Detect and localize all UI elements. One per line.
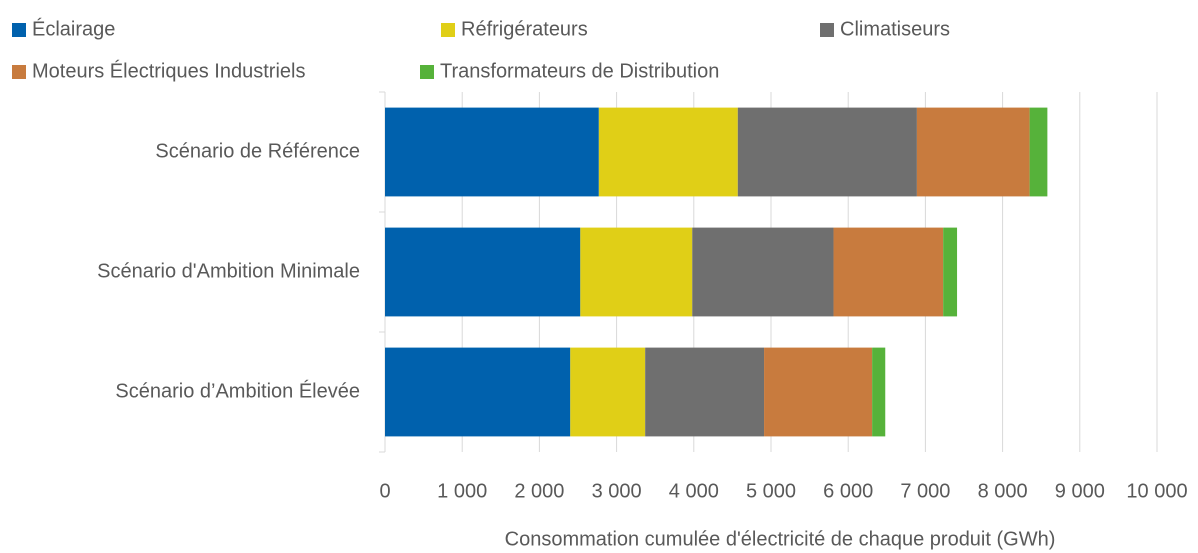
x-tick-label: 9 000 (1055, 480, 1105, 502)
x-tick-label: 4 000 (669, 480, 719, 502)
bar-segment (385, 227, 581, 317)
bar-segment (943, 227, 958, 317)
y-tick-label: Scénario d'Ambition Minimale (97, 260, 360, 282)
legend-swatch (12, 23, 26, 37)
bar-segment (872, 347, 886, 437)
bar-segment (385, 107, 599, 197)
y-tick-label: Scénario de Référence (155, 140, 360, 162)
x-tick-label: 2 000 (514, 480, 564, 502)
bar-segment (692, 227, 834, 317)
legend-label: Transformateurs de Distribution (440, 60, 719, 82)
legend-label: Moteurs Électriques Industriels (32, 59, 305, 82)
bar-segment (385, 347, 571, 437)
x-tick-label: 7 000 (900, 480, 950, 502)
x-tick-label: 8 000 (978, 480, 1028, 502)
bar-segment (833, 227, 944, 317)
x-tick-label: 10 000 (1126, 480, 1187, 502)
legend-swatch (441, 23, 455, 37)
bar-segment (764, 347, 873, 437)
y-tick-label: Scénario d’Ambition Élevée (115, 379, 360, 402)
bar-segment (737, 107, 917, 197)
x-tick-label: 1 000 (437, 480, 487, 502)
bar-segment (916, 107, 1030, 197)
legend-label: Réfrigérateurs (461, 18, 588, 40)
bar-segment (645, 347, 765, 437)
bar-segment (598, 107, 738, 197)
bar-segment (1029, 107, 1048, 197)
x-tick-label: 5 000 (746, 480, 796, 502)
x-tick-label: 0 (379, 480, 390, 502)
legend-label: Éclairage (32, 17, 115, 40)
legend-swatch (820, 23, 834, 37)
x-axis-title: Consommation cumulée d'électricité de ch… (505, 528, 1056, 550)
legend-swatch (12, 65, 26, 79)
legend-label: Climatiseurs (840, 18, 950, 40)
legend-swatch (420, 65, 434, 79)
bar-segment (570, 347, 646, 437)
x-tick-label: 3 000 (592, 480, 642, 502)
x-tick-label: 6 000 (823, 480, 873, 502)
bar-segment (580, 227, 693, 317)
